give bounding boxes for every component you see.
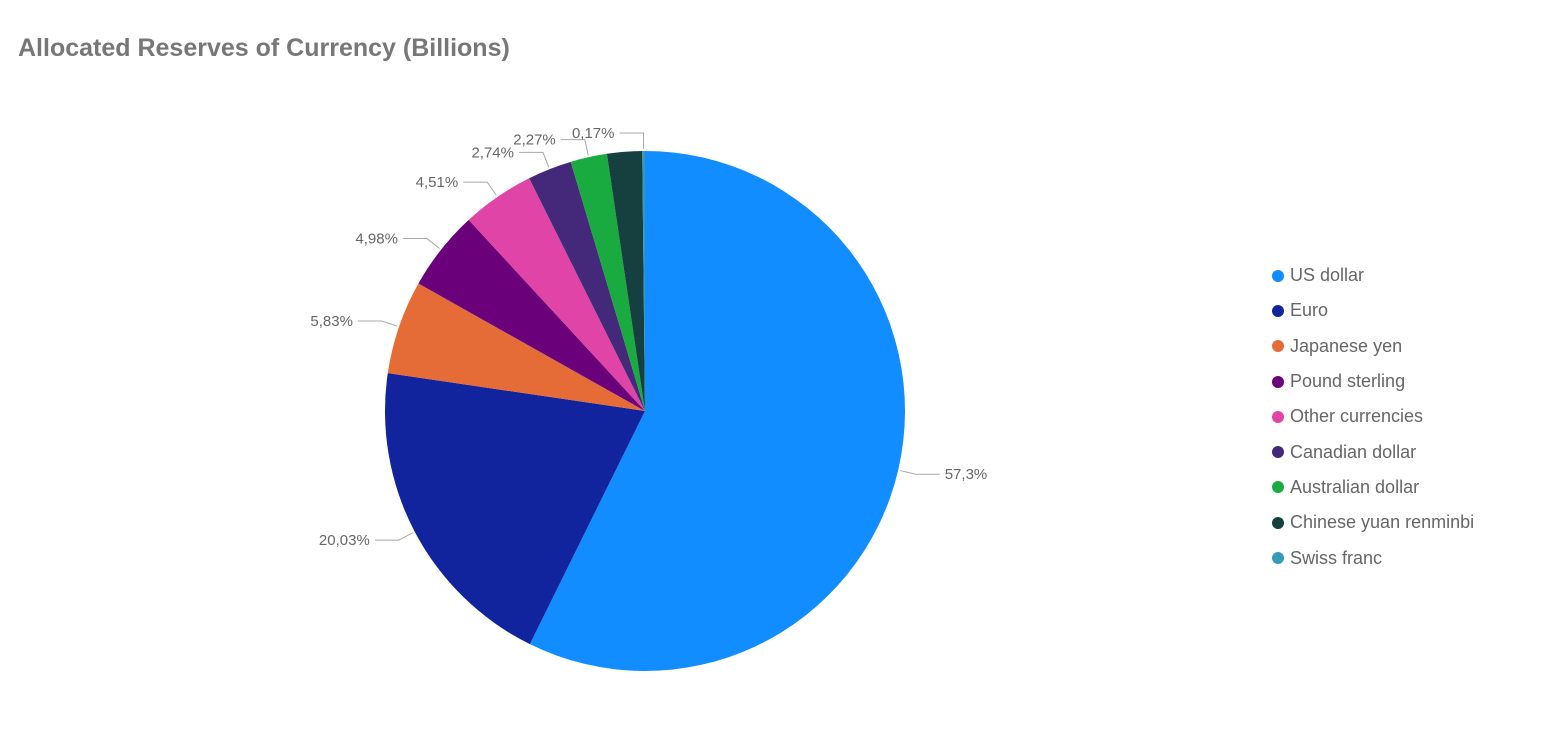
chart-title: Allocated Reserves of Currency (Billions… [18, 34, 510, 62]
legend-marker-icon [1272, 446, 1284, 459]
legend-marker-icon [1272, 269, 1284, 282]
pie-slice-australian-dollar[interactable] [570, 153, 645, 412]
leader-line-pound-sterling [402, 238, 440, 249]
legend-marker-icon [1272, 516, 1284, 529]
legend-label: US dollar [1290, 265, 1365, 286]
legend-item-us-dollar[interactable]: US dollar [1272, 258, 1474, 293]
legend-item-australian-dollar[interactable]: Australian dollar [1272, 470, 1474, 505]
pie-slice-japanese-yen[interactable] [387, 283, 645, 411]
leader-lines [357, 132, 940, 541]
pie-slice-chinese-yuan-renminbi[interactable] [606, 151, 645, 411]
pie-slices [385, 151, 906, 672]
legend-item-canadian-dollar[interactable]: Canadian dollar [1272, 434, 1474, 469]
data-label-pound-sterling: 4,98% [355, 231, 398, 248]
legend: US dollar Euro Japanese yen Pound sterling O… [1272, 258, 1474, 576]
legend-label: Pound sterling [1290, 371, 1406, 392]
leader-line-us-dollar [900, 470, 940, 475]
leader-line-canadian-dollar [518, 151, 550, 168]
leader-line-swiss-franc [619, 132, 645, 150]
legend-item-euro[interactable]: Euro [1272, 293, 1474, 328]
data-label-australian-dollar: 2,27% [513, 132, 556, 149]
data-label-other-currencies: 4,51% [416, 174, 459, 191]
legend-label: Other currencies [1290, 406, 1424, 427]
legend-marker-icon [1272, 304, 1284, 317]
legend-marker-icon [1272, 410, 1284, 423]
legend-item-chinese-yuan-renminbi[interactable]: Chinese yuan renminbi [1272, 505, 1474, 540]
legend-marker-icon [1272, 552, 1284, 565]
legend-label: Australian dollar [1290, 476, 1420, 497]
legend-label: Canadian dollar [1290, 441, 1417, 462]
data-label-euro: 20,03% [319, 532, 370, 549]
data-labels: 57,3% 20,03% 5,83% 4,98% 4,51% 2,74%2,27% 0,17… [310, 125, 987, 549]
legend-item-pound-sterling[interactable]: Pound sterling [1272, 364, 1474, 399]
legend-marker-icon [1272, 340, 1284, 353]
leader-line-other-currencies [463, 181, 497, 196]
data-label-japanese-yen: 5,83% [310, 313, 353, 330]
pie-slice-swiss-franc[interactable] [642, 151, 645, 411]
legend-marker-icon [1272, 375, 1284, 388]
legend-marker-icon [1272, 481, 1284, 494]
leader-line-australian-dollar [560, 139, 589, 156]
data-label-canadian-dollar: 2,74% [471, 144, 514, 161]
leader-line-euro [374, 532, 414, 541]
legend-item-swiss-franc[interactable]: Swiss franc [1272, 540, 1474, 575]
legend-item-japanese-yen[interactable]: Japanese yen [1272, 329, 1474, 364]
data-label-us-dollar: 57,3% [945, 466, 988, 483]
pie-slice-canadian-dollar[interactable] [529, 161, 645, 411]
pie-slice-other-currencies[interactable] [468, 178, 645, 411]
legend-label: Swiss franc [1290, 547, 1383, 568]
legend-label: Euro [1290, 300, 1329, 321]
pie-slice-us-dollar[interactable] [529, 151, 906, 672]
legend-label: Japanese yen [1290, 335, 1403, 356]
legend-label: Chinese yuan renminbi [1290, 512, 1475, 533]
legend-item-other-currencies[interactable]: Other currencies [1272, 399, 1474, 434]
pie-slice-euro[interactable] [385, 373, 645, 645]
leader-line-japanese-yen [357, 320, 398, 327]
data-label-swiss-franc: 0,17% [572, 125, 615, 142]
pie-slice-pound-sterling[interactable] [418, 219, 645, 411]
